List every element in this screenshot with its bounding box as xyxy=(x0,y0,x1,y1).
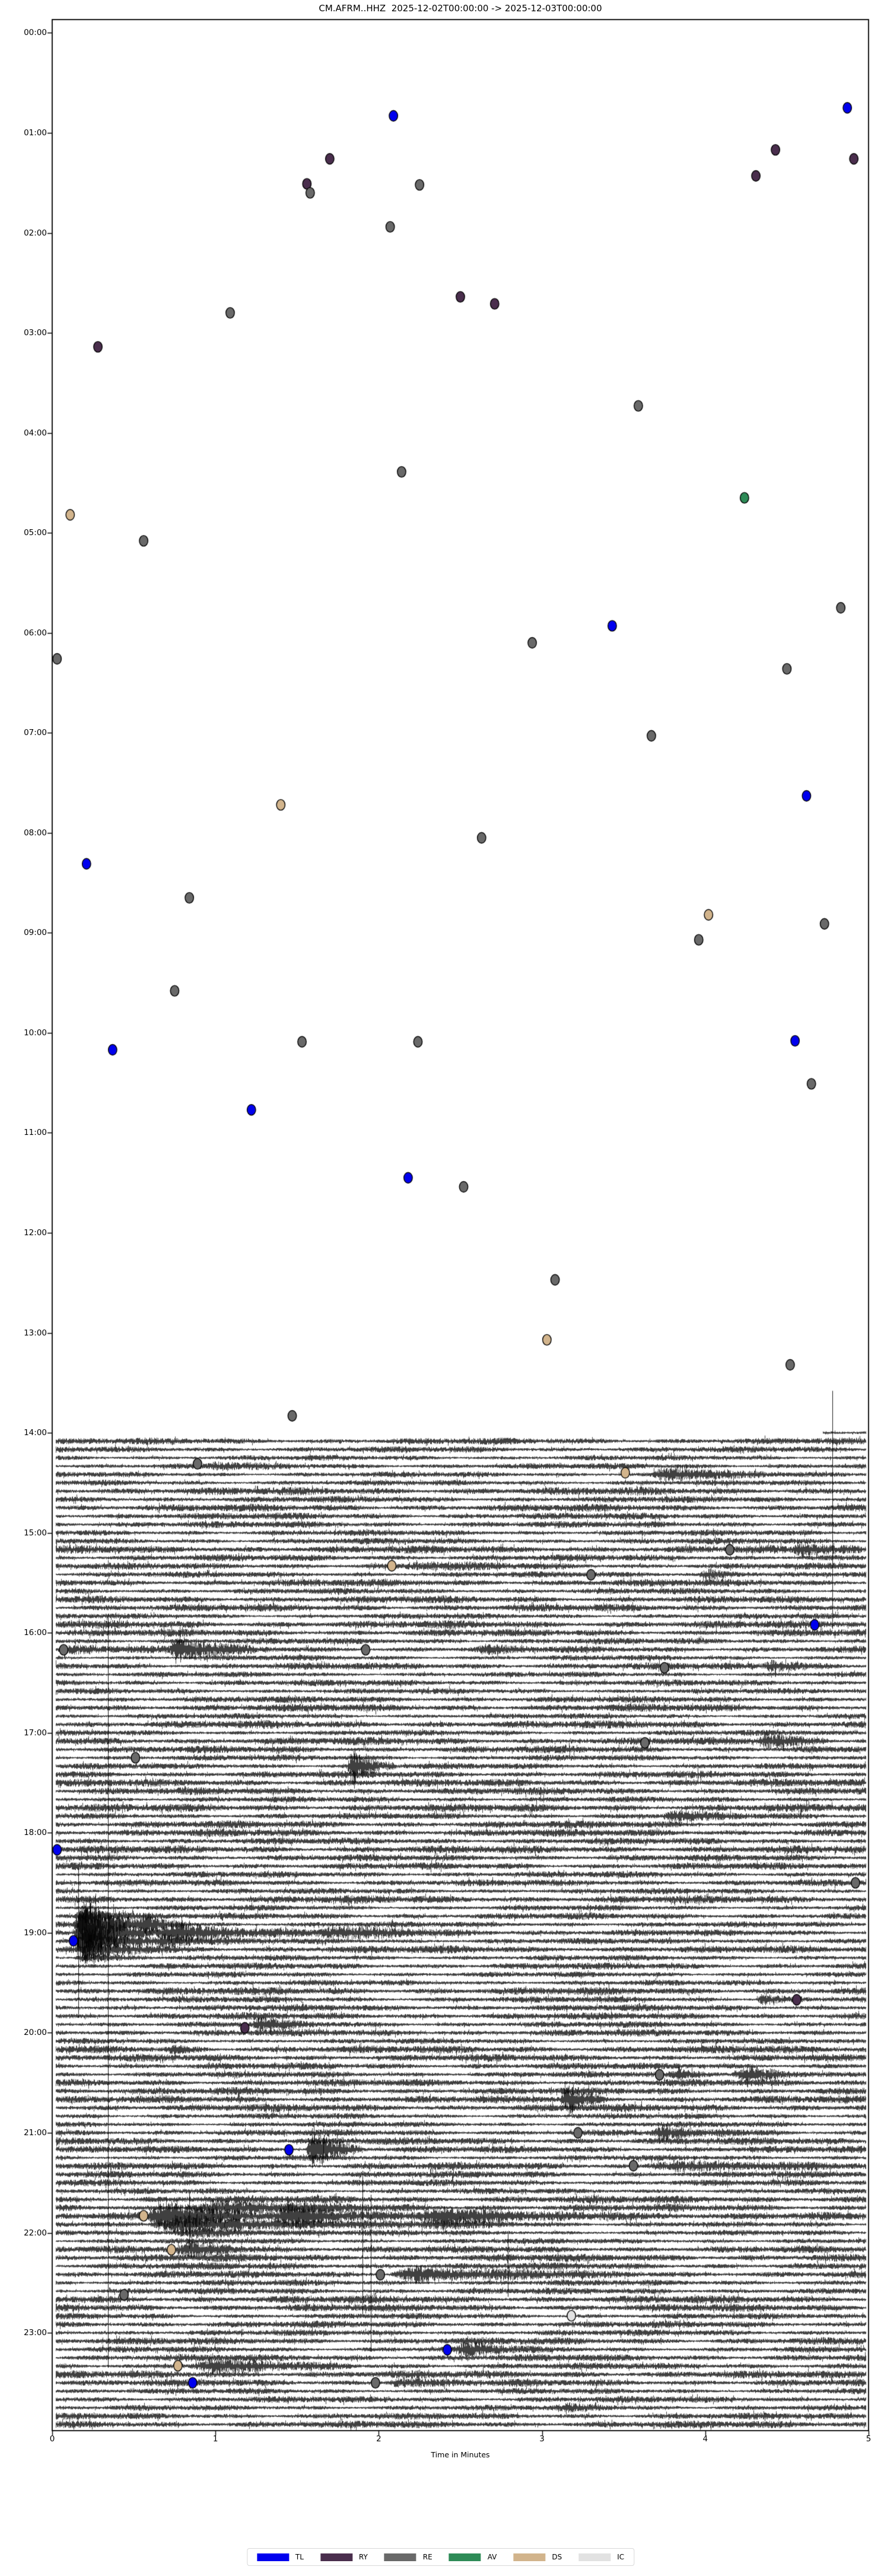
legend-item-DS: DS xyxy=(513,2553,562,2561)
y-tick-label: 05:00 xyxy=(24,528,47,538)
y-tick-label: 10:00 xyxy=(24,1028,47,1038)
y-tick-label: 20:00 xyxy=(24,2028,47,2038)
x-tick-label: 1 xyxy=(212,2434,218,2444)
y-tick-label: 16:00 xyxy=(24,1628,47,1638)
y-tick-label: 04:00 xyxy=(24,428,47,438)
y-tick-label: 18:00 xyxy=(24,1828,47,1838)
y-tick-label: 01:00 xyxy=(24,128,47,138)
legend-swatch xyxy=(256,2553,289,2561)
x-tick-label: 2 xyxy=(376,2434,381,2444)
x-axis-title: Time in Minutes xyxy=(431,2450,490,2459)
legend-label: AV xyxy=(487,2553,497,2561)
y-tick-label: 12:00 xyxy=(24,1228,47,1238)
x-tick-label: 3 xyxy=(539,2434,545,2444)
legend-item-AV: AV xyxy=(449,2553,497,2561)
y-tick-label: 17:00 xyxy=(24,1728,47,1738)
x-tick-label: 4 xyxy=(702,2434,708,2444)
y-tick-label: 22:00 xyxy=(24,2228,47,2238)
legend-item-IC: IC xyxy=(578,2553,624,2561)
legend-swatch xyxy=(384,2553,416,2561)
y-tick-label: 00:00 xyxy=(24,28,47,38)
y-tick-label: 21:00 xyxy=(24,2127,47,2138)
legend-item-TL: TL xyxy=(256,2553,304,2561)
legend-label: TL xyxy=(295,2553,304,2561)
y-tick-label: 09:00 xyxy=(24,928,47,938)
y-tick-label: 19:00 xyxy=(24,1928,47,1938)
legend-swatch xyxy=(449,2553,481,2561)
y-tick-label: 15:00 xyxy=(24,1528,47,1538)
y-tick-label: 13:00 xyxy=(24,1328,47,1338)
legend-item-RY: RY xyxy=(320,2553,368,2561)
legend-item-RE: RE xyxy=(384,2553,432,2561)
legend-label: IC xyxy=(617,2553,625,2561)
legend-swatch xyxy=(578,2553,611,2561)
legend-label: RY xyxy=(358,2553,368,2561)
x-tick-label: 5 xyxy=(866,2434,872,2444)
legend-label: RE xyxy=(422,2553,432,2561)
x-tick-label: 0 xyxy=(49,2434,55,2444)
y-tick-label: 23:00 xyxy=(24,2328,47,2338)
y-tick-label: 07:00 xyxy=(24,728,47,738)
legend-swatch xyxy=(320,2553,352,2561)
y-tick-label: 08:00 xyxy=(24,828,47,838)
legend: TL RY RE AV DS IC xyxy=(246,2548,635,2566)
chart-title: CM.AFRM..HHZ 2025-12-02T00:00:00 -> 2025… xyxy=(319,3,602,14)
y-tick-label: 02:00 xyxy=(24,228,47,238)
y-tick-label: 14:00 xyxy=(24,1428,47,1438)
legend-swatch xyxy=(513,2553,546,2561)
y-tick-label: 03:00 xyxy=(24,328,47,338)
legend-label: DS xyxy=(552,2553,562,2561)
y-tick-label: 11:00 xyxy=(24,1128,47,1138)
y-tick-label: 06:00 xyxy=(24,628,47,638)
